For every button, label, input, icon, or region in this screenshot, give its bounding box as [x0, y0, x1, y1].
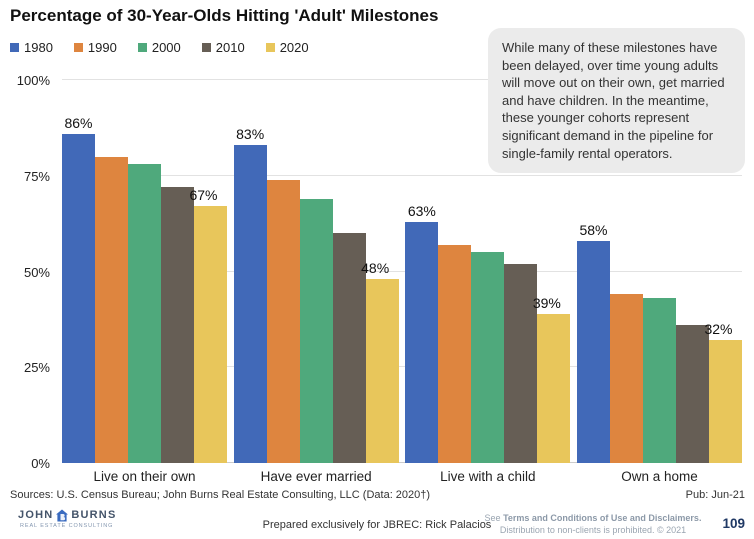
bar-2020-have-ever-married: [365, 279, 399, 463]
bar-1980-own-a-home: [577, 240, 610, 463]
gridline-25: [62, 366, 742, 368]
house-icon: [55, 509, 69, 522]
y-tick-label-50: 50%: [23, 264, 50, 280]
legend-swatch-icon: [201, 43, 211, 52]
bar-value-label: 83%: [236, 126, 265, 143]
prepared-for-line: Prepared exclusively for JBREC: Rick Pal…: [262, 519, 492, 531]
logo-subtitle: REAL ESTATE CONSULTING: [20, 523, 114, 529]
bar-value-label: 67%: [189, 187, 218, 204]
legend-item-2000: 2000: [137, 40, 181, 55]
annotation-note: While many of these milestones have been…: [488, 28, 745, 174]
logo-name-right: BURNS: [71, 509, 117, 521]
legend-label: 2020: [279, 40, 309, 55]
legend-label: 1990: [87, 40, 117, 55]
bar-value-label: 63%: [407, 202, 436, 219]
category-label-own-a-home: Own a home: [621, 469, 698, 484]
legend-item-2010: 2010: [201, 40, 245, 55]
sources-line: Sources: U.S. Census Bureau; John Burns …: [10, 489, 431, 501]
legend-item-1980: 1980: [10, 40, 53, 55]
pub-date: Pub: Jun-21: [685, 489, 745, 501]
bar-2000-live-with-a-child: [471, 252, 505, 463]
bar-2010-own-a-home: [676, 325, 709, 463]
bar-1990-live-on-their-own: [95, 156, 128, 463]
page-number: 109: [722, 516, 745, 531]
bar-2000-have-ever-married: [299, 198, 333, 463]
bar-2020-own-a-home: [709, 340, 742, 463]
bar-2020-live-on-their-own: [194, 206, 227, 463]
page-title: Percentage of 30-Year-Olds Hitting 'Adul…: [10, 6, 439, 25]
legend-swatch-icon: [10, 43, 19, 52]
bar-2010-live-with-a-child: [504, 263, 538, 463]
gridline-100: [62, 79, 742, 80]
bar-value-label: 86%: [64, 114, 93, 131]
bar-1990-have-ever-married: [266, 179, 300, 463]
bar-1990-own-a-home: [610, 294, 643, 463]
bar-1980-live-with-a-child: [405, 221, 439, 463]
bar-value-label: 58%: [579, 221, 608, 238]
legend-swatch-icon: [73, 43, 83, 52]
bar-1980-live-on-their-own: [62, 133, 95, 463]
y-tick-label-75: 75%: [23, 168, 50, 184]
gridline-75: [62, 174, 742, 176]
legend-label: 1980: [24, 40, 53, 55]
y-tick-label-25: 25%: [23, 360, 50, 376]
legend-label: 2010: [215, 40, 245, 55]
gridline-0: [62, 462, 742, 463]
bar-value-label: 32%: [704, 321, 733, 338]
bar-2010-have-ever-married: [332, 233, 366, 463]
category-label-live-on-their-own: Live on their own: [93, 469, 196, 484]
y-tick-label-100: 100%: [16, 73, 50, 88]
chart-legend: 1980 1990 2000 2010 2020: [10, 40, 330, 55]
terms-link: Terms and Conditions of Use and Disclaim…: [503, 513, 702, 523]
bar-2010-live-on-their-own: [161, 187, 194, 463]
terms-line2: Distribution to non-clients is prohibite…: [499, 525, 687, 535]
y-tick-label-0: 0%: [31, 456, 50, 471]
legend-swatch-icon: [137, 43, 147, 52]
gridline-50: [62, 270, 742, 272]
bar-1990-live-with-a-child: [438, 244, 472, 463]
company-logo: JOHN BURNS REAL ESTATE CONSULTING: [18, 509, 117, 530]
bar-plot: 86% 67% Live on their own 83% 48% Have ever m…: [62, 79, 742, 484]
bar-2020-live-with-a-child: [537, 313, 571, 463]
logo-name-left: JOHN: [18, 509, 54, 521]
legend-swatch-icon: [265, 43, 275, 52]
legend-item-1990: 1990: [73, 40, 117, 55]
bar-value-label: 48%: [361, 260, 390, 277]
bar-value-label: 39%: [532, 294, 561, 311]
category-label-live-with-a-child: Live with a child: [440, 469, 536, 484]
bar-2000-own-a-home: [643, 298, 676, 463]
logo-wordmark: JOHN BURNS: [18, 509, 117, 522]
category-label-have-ever-married: Have ever married: [260, 469, 372, 484]
bar-2000-live-on-their-own: [128, 164, 161, 463]
bar-1980-have-ever-married: [233, 145, 267, 463]
legend-label: 2000: [151, 40, 181, 55]
terms-see: See: [484, 513, 504, 523]
legend-item-2020: 2020: [265, 40, 309, 55]
terms-disclaimer: See Terms and Conditions of Use and Disc…: [478, 512, 708, 536]
